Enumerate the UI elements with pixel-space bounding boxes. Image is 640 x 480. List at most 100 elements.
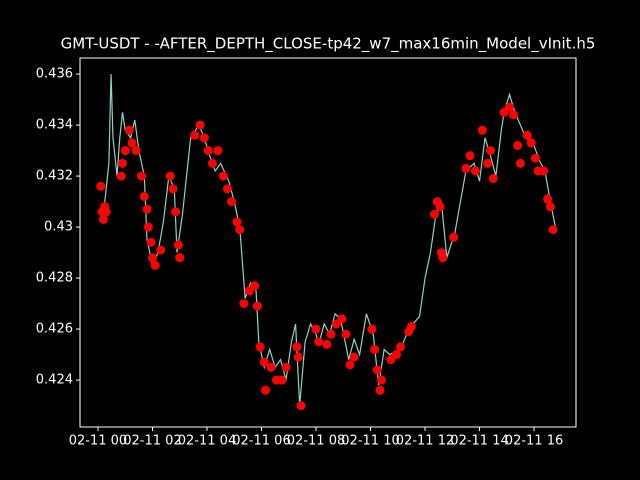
trade-marker [526,138,536,148]
trade-marker [513,140,523,150]
trade-marker [470,166,480,176]
trade-marker [203,146,213,156]
trade-marker [156,245,166,255]
trade-marker [337,314,347,324]
trade-marker [438,253,448,263]
trade-marker [101,207,111,217]
trade-marker [266,362,276,372]
trade-marker [515,158,525,168]
trade-marker [139,191,149,201]
chart-title: GMT-USDT - -AFTER_DEPTH_CLOSE-tp42_w7_ma… [61,35,596,54]
trade-marker [322,339,332,349]
trade-marker [116,171,126,181]
trade-marker [147,253,157,263]
y-tick-label: 0.432 [36,169,73,184]
trade-marker [207,158,217,168]
y-tick-label: 0.43 [44,220,73,235]
trade-marker [483,158,493,168]
trade-marker [131,146,141,156]
trade-marker [173,240,183,250]
trade-marker [261,385,271,395]
trade-marker [171,207,181,217]
trade-marker [137,171,147,181]
trade-marker [213,146,223,156]
x-tick-label: 02-11 16 [505,434,563,449]
trade-marker [375,385,385,395]
trade-marker [367,324,377,334]
trade-marker [222,184,232,194]
trade-marker [488,174,498,184]
trade-marker [232,217,242,227]
trade-marker [376,375,386,385]
trade-marker [293,352,303,362]
trade-marker [168,184,178,194]
trade-marker [96,181,106,191]
x-tick-label: 02-11 06 [232,434,290,449]
trade-marker [406,322,416,332]
y-tick-label: 0.426 [36,322,73,337]
trade-marker [143,222,153,232]
trade-marker [477,125,487,135]
trade-marker [311,324,321,334]
trade-marker [150,260,160,270]
trade-marker [530,153,540,163]
trade-marker [548,225,558,235]
trade-marker [199,133,209,143]
trade-marker [349,352,359,362]
trade-marker [296,401,306,411]
trade-marker [142,204,152,214]
trade-marker [190,130,200,140]
x-tick-label: 02-11 14 [450,434,508,449]
trade-marker [522,130,532,140]
trade-marker [281,362,291,372]
trade-marker [252,301,262,311]
trade-marker [545,202,555,212]
trade-marker [127,138,137,148]
trade-marker [277,375,287,385]
x-tick-label: 02-11 04 [178,434,236,449]
trade-marker [449,232,459,242]
trade-marker [175,253,185,263]
trade-marker [314,337,324,347]
trade-marker [235,225,245,235]
trade-marker [539,166,549,176]
trade-marker [195,120,205,130]
trade-marker [165,171,175,181]
trade-marker [239,299,249,309]
plot-frame [79,57,577,428]
trade-marker [372,365,382,375]
trade-marker [465,151,475,161]
y-tick-label: 0.424 [36,373,73,388]
trade-marker [218,171,228,181]
trade-marker [326,329,336,339]
trade-marker [391,350,401,360]
trade-marker [227,197,237,207]
x-tick-label: 02-11 10 [341,434,399,449]
x-tick-label: 02-11 08 [287,434,345,449]
x-tick-label: 02-11 00 [69,434,127,449]
trade-marker [292,342,302,352]
trade-marker [345,360,355,370]
trade-marker [118,158,128,168]
trade-marker [461,163,471,173]
trade-marker [124,125,134,135]
y-tick-label: 0.436 [36,67,73,82]
trade-marker [543,194,553,204]
trade-marker [430,209,440,219]
y-tick-label: 0.434 [36,118,73,133]
trade-marker [505,102,515,112]
trade-marker [255,342,265,352]
trade-marker [485,146,495,156]
trade-marker [98,214,108,224]
trade-marker [509,110,519,120]
trade-marker [146,237,156,247]
trade-marker [341,329,351,339]
trade-marker [250,281,260,291]
trade-marker [370,344,380,354]
x-tick-label: 02-11 12 [396,434,454,449]
trade-marker [259,357,269,367]
x-tick-label: 02-11 02 [123,434,181,449]
trade-marker [120,146,130,156]
